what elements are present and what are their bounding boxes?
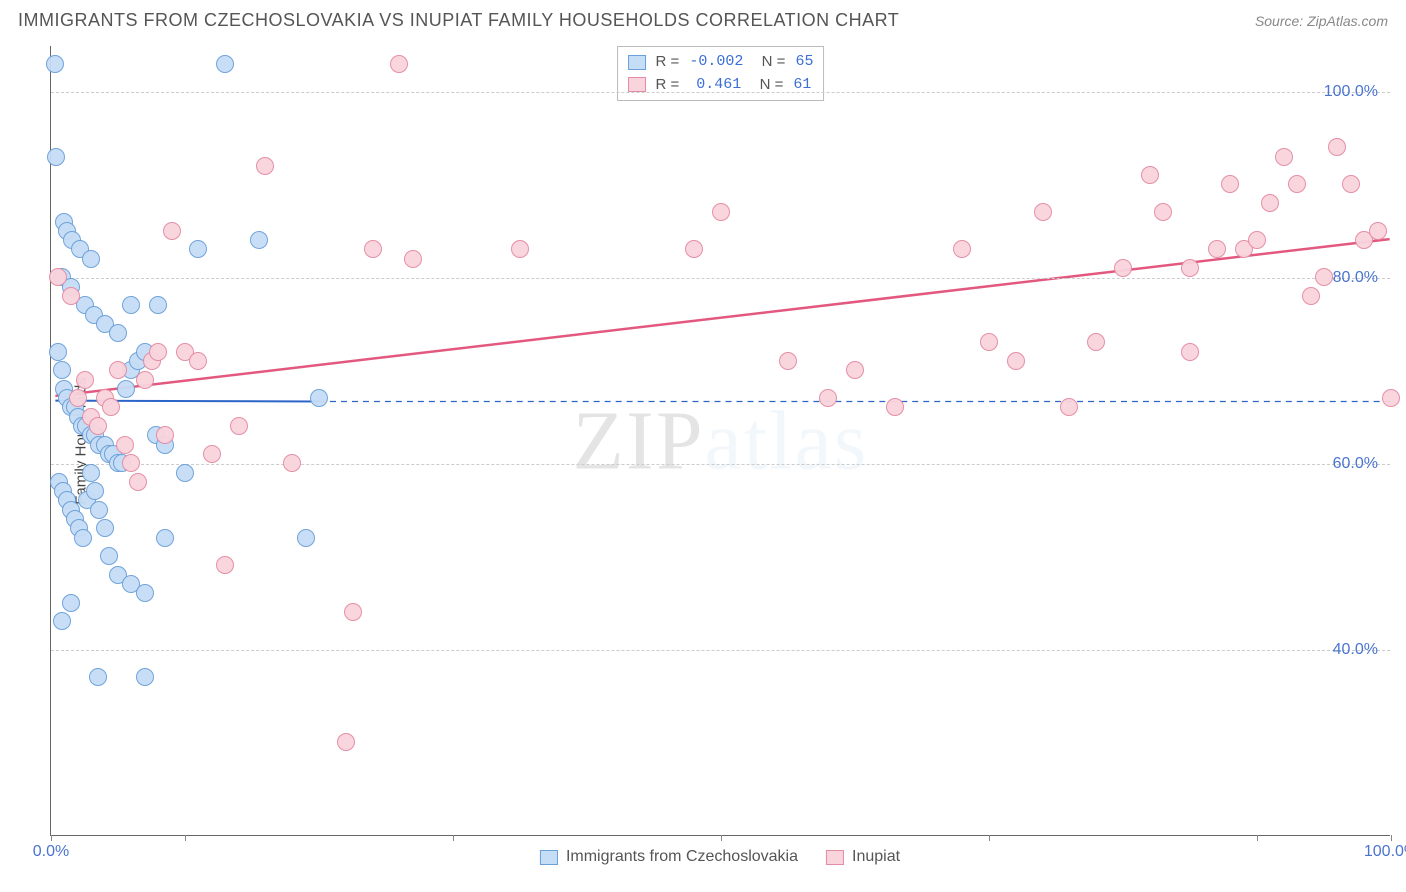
data-point (1369, 222, 1387, 240)
data-point (109, 324, 127, 342)
data-point (1141, 166, 1159, 184)
data-point (1181, 259, 1199, 277)
data-point (216, 55, 234, 73)
data-point (53, 361, 71, 379)
data-point (344, 603, 362, 621)
data-point (1208, 240, 1226, 258)
source-label: Source: ZipAtlas.com (1255, 13, 1388, 29)
data-point (1261, 194, 1279, 212)
data-point (116, 436, 134, 454)
data-point (46, 55, 64, 73)
legend-row: R = -0.002 N = 65 (628, 51, 814, 74)
data-point (1342, 175, 1360, 193)
data-point (1315, 268, 1333, 286)
data-point (1154, 203, 1172, 221)
data-point (129, 473, 147, 491)
data-point (49, 343, 67, 361)
data-point (89, 417, 107, 435)
regression-lines (51, 46, 1390, 835)
data-point (136, 668, 154, 686)
chart-title: IMMIGRANTS FROM CZECHOSLOVAKIA VS INUPIA… (18, 10, 899, 31)
data-point (163, 222, 181, 240)
data-point (82, 250, 100, 268)
data-point (69, 389, 87, 407)
data-point (49, 268, 67, 286)
x-tick-label: 100.0% (1364, 843, 1406, 861)
data-point (82, 464, 100, 482)
y-tick-label: 80.0% (1333, 269, 1378, 287)
data-point (712, 203, 730, 221)
data-point (980, 333, 998, 351)
data-point (364, 240, 382, 258)
data-point (53, 612, 71, 630)
data-point (62, 594, 80, 612)
data-point (1382, 389, 1400, 407)
data-point (886, 398, 904, 416)
data-point (1181, 343, 1199, 361)
data-point (100, 547, 118, 565)
x-tick-label: 0.0% (33, 843, 69, 861)
data-point (149, 296, 167, 314)
data-point (250, 231, 268, 249)
data-point (96, 519, 114, 537)
data-point (1302, 287, 1320, 305)
legend-item: Inupiat (826, 848, 900, 866)
data-point (1275, 148, 1293, 166)
data-point (102, 398, 120, 416)
data-point (1288, 175, 1306, 193)
data-point (86, 482, 104, 500)
data-point (117, 380, 135, 398)
data-point (1060, 398, 1078, 416)
data-point (404, 250, 422, 268)
data-point (337, 733, 355, 751)
data-point (203, 445, 221, 463)
data-point (283, 454, 301, 472)
data-point (1114, 259, 1132, 277)
data-point (136, 371, 154, 389)
plot-region: Family Households ZIPatlas R = -0.002 N … (50, 46, 1390, 836)
data-point (819, 389, 837, 407)
legend-series: Immigrants from Czechoslovakia Inupiat (540, 848, 900, 866)
data-point (256, 157, 274, 175)
chart-area: Family Households ZIPatlas R = -0.002 N … (50, 46, 1390, 836)
data-point (149, 343, 167, 361)
data-point (230, 417, 248, 435)
legend-item: Immigrants from Czechoslovakia (540, 848, 798, 866)
data-point (136, 584, 154, 602)
data-point (189, 240, 207, 258)
data-point (122, 296, 140, 314)
data-point (953, 240, 971, 258)
y-tick-label: 40.0% (1333, 641, 1378, 659)
data-point (176, 464, 194, 482)
data-point (1248, 231, 1266, 249)
data-point (122, 454, 140, 472)
y-tick-label: 100.0% (1324, 83, 1378, 101)
data-point (779, 352, 797, 370)
data-point (310, 389, 328, 407)
data-point (1007, 352, 1025, 370)
data-point (297, 529, 315, 547)
data-point (89, 668, 107, 686)
data-point (76, 371, 94, 389)
data-point (156, 529, 174, 547)
data-point (74, 529, 92, 547)
data-point (189, 352, 207, 370)
data-point (109, 361, 127, 379)
data-point (1221, 175, 1239, 193)
data-point (1087, 333, 1105, 351)
data-point (47, 148, 65, 166)
data-point (685, 240, 703, 258)
y-tick-label: 60.0% (1333, 455, 1378, 473)
data-point (1328, 138, 1346, 156)
data-point (90, 501, 108, 519)
data-point (846, 361, 864, 379)
data-point (62, 287, 80, 305)
data-point (216, 556, 234, 574)
data-point (1034, 203, 1052, 221)
data-point (156, 426, 174, 444)
data-point (511, 240, 529, 258)
data-point (390, 55, 408, 73)
